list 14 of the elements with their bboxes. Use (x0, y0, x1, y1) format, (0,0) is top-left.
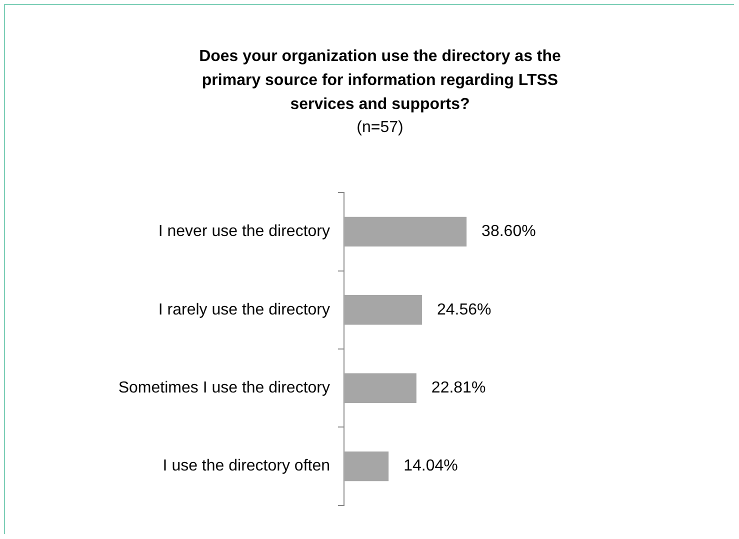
chart-subtitle: (n=57) (356, 118, 404, 138)
chart-title: Does your organization use the directory as the primary source for information regarding LTSS services and supports? (198, 47, 562, 115)
bar (344, 373, 416, 403)
y-tick-label: I never use the directory (158, 223, 330, 240)
y-tick-label: I rarely use the directory (158, 301, 330, 318)
data-label: 22.81% (431, 380, 486, 397)
bar (344, 295, 422, 325)
y-tick-label: Sometimes I use the directory (118, 380, 330, 397)
y-tick-label: I use the directory often (162, 458, 330, 475)
data-label: 38.60% (482, 223, 536, 240)
data-label: 14.04% (404, 458, 458, 475)
bar (344, 216, 467, 247)
data-label: 24.56% (436, 301, 492, 318)
bar (344, 451, 389, 482)
